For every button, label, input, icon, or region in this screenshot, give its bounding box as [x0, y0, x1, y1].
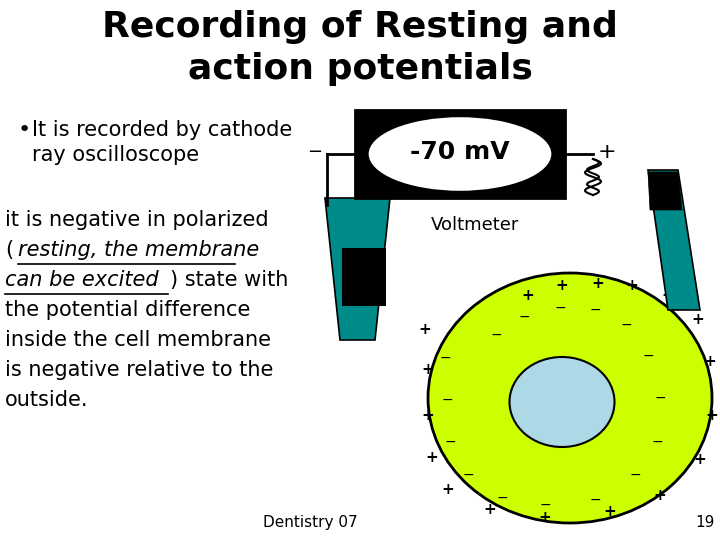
Text: +: + [484, 503, 496, 517]
Text: −: − [439, 351, 451, 365]
Text: •: • [18, 120, 31, 140]
Ellipse shape [368, 116, 552, 192]
Text: inside the cell membrane: inside the cell membrane [5, 330, 271, 350]
Text: −: − [490, 328, 502, 342]
Text: −: − [462, 468, 474, 482]
Text: +: + [703, 354, 716, 369]
Text: +: + [441, 483, 454, 497]
Text: It is recorded by cathode: It is recorded by cathode [32, 120, 292, 140]
Text: ) state with: ) state with [170, 270, 289, 290]
Text: −: − [444, 435, 456, 449]
Text: −: − [539, 498, 551, 512]
Text: 19: 19 [696, 515, 715, 530]
Text: resting, the membrane: resting, the membrane [18, 240, 259, 260]
Text: can be excited: can be excited [5, 270, 158, 290]
Text: is negative relative to the: is negative relative to the [5, 360, 274, 380]
Text: −: − [629, 468, 641, 482]
Text: +: + [598, 142, 616, 162]
Text: −: − [589, 493, 600, 507]
Text: −: − [620, 318, 632, 332]
Text: outside.: outside. [5, 390, 89, 410]
Text: +: + [706, 408, 719, 422]
Text: −: − [496, 491, 508, 505]
Text: −: − [651, 435, 663, 449]
Text: +: + [539, 510, 552, 525]
Text: +: + [422, 408, 434, 422]
Text: −: − [307, 143, 323, 161]
Polygon shape [648, 172, 682, 210]
Text: ray oscilloscope: ray oscilloscope [32, 145, 199, 165]
Text: +: + [654, 488, 667, 503]
Text: action potentials: action potentials [188, 52, 532, 86]
Text: +: + [556, 278, 568, 293]
Text: it is negative in polarized: it is negative in polarized [5, 210, 269, 230]
Text: Voltmeter: Voltmeter [431, 216, 519, 234]
Text: +: + [626, 278, 639, 293]
Text: +: + [592, 275, 604, 291]
Text: the potential difference: the potential difference [5, 300, 251, 320]
Text: +: + [426, 450, 438, 465]
Text: −: − [554, 301, 566, 315]
Polygon shape [325, 198, 390, 340]
Ellipse shape [428, 273, 712, 523]
Text: +: + [662, 287, 675, 302]
Text: −: − [518, 310, 530, 324]
Ellipse shape [510, 357, 614, 447]
Text: Recording of Resting and: Recording of Resting and [102, 10, 618, 44]
Polygon shape [648, 170, 700, 310]
Text: −: − [642, 349, 654, 363]
Text: +: + [693, 453, 706, 468]
Text: −: − [589, 303, 600, 317]
Text: Dentistry 07: Dentistry 07 [263, 515, 357, 530]
Text: −: − [654, 391, 666, 405]
Bar [342, 248, 386, 306]
Text: +: + [418, 322, 431, 338]
Bar [355, 110, 565, 198]
Text: −: − [441, 393, 453, 407]
Text: +: + [603, 504, 616, 519]
Text: +: + [692, 313, 704, 327]
Text: -70 mV: -70 mV [410, 140, 510, 164]
Text: +: + [521, 287, 534, 302]
Text: (: ( [5, 240, 13, 260]
Text: +: + [422, 362, 434, 377]
